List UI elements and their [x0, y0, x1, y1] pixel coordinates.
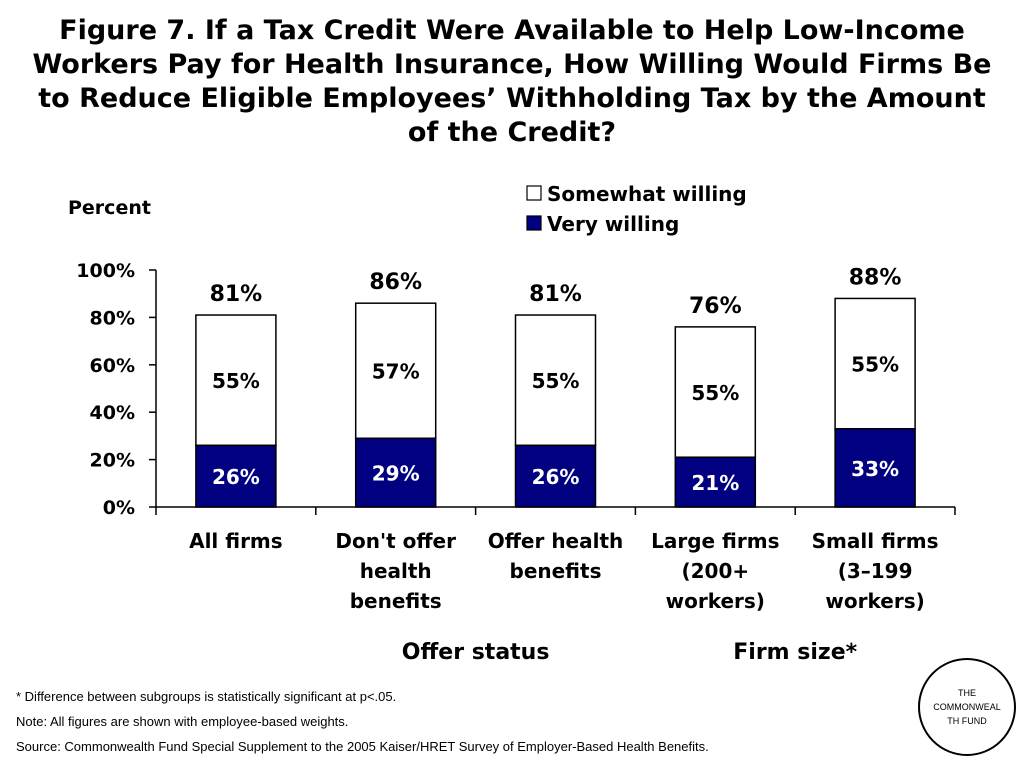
legend-swatch-somewhat-willing [526, 185, 542, 201]
data-label-very-willing: 33% [851, 457, 899, 481]
chart-title: Figure 7. If a Tax Credit Were Available… [10, 14, 1014, 150]
title-line: of the Credit? [407, 117, 617, 148]
y-tick-label: 0% [103, 497, 135, 519]
title-line: to Reduce Eligible Employees’ Withholdin… [38, 83, 986, 114]
y-tick-label: 20% [90, 450, 135, 472]
y-tick-label: 80% [90, 307, 135, 329]
logo-text: THE COMMONWEALTH FUND [933, 688, 1001, 726]
data-label-somewhat-willing: 55% [532, 369, 580, 393]
group-label-firm-size: Firm size* [733, 640, 857, 665]
x-tick-label: (200+ [681, 559, 749, 583]
x-tick-label: workers) [666, 589, 765, 613]
title-line: Figure 7. If a Tax Credit Were Available… [59, 15, 965, 46]
footnote-note: Note: All figures are shown with employe… [16, 714, 349, 729]
y-tick-label: 100% [76, 260, 135, 282]
legend-label-very-willing: Very willing [547, 212, 679, 236]
data-label-somewhat-willing: 55% [691, 381, 739, 405]
x-tick-label: All firms [189, 529, 283, 553]
data-label-very-willing: 26% [212, 465, 260, 489]
data-label-very-willing: 21% [691, 471, 739, 495]
x-tick-label: benefits [510, 559, 602, 583]
data-label-total: 76% [689, 294, 742, 319]
x-tick-label: health [360, 559, 432, 583]
x-tick-label: Offer health [488, 529, 624, 553]
group-label-offer-status: Offer status [402, 640, 550, 665]
bar-somewhat-willing [834, 297, 916, 430]
x-tick-label: Large firms [651, 529, 779, 553]
bar-somewhat-willing [514, 314, 597, 447]
title-line: Workers Pay for Health Insurance, How Wi… [32, 49, 992, 80]
legend-swatch-very-willing [526, 215, 542, 231]
data-label-very-willing: 29% [372, 462, 420, 486]
data-label-somewhat-willing: 55% [212, 369, 260, 393]
bar-very-willing [834, 428, 916, 508]
y-axis-label: Percent [68, 197, 151, 219]
data-label-somewhat-willing: 55% [851, 353, 899, 377]
footnote-source: Source: Commonwealth Fund Special Supple… [16, 739, 709, 754]
commonwealth-fund-logo: THE COMMONWEALTH FUND [918, 658, 1016, 756]
data-label-total: 81% [529, 282, 582, 307]
x-tick-label: Don't offer [335, 529, 456, 553]
x-tick-label: workers) [825, 589, 924, 613]
data-label-total: 88% [849, 265, 902, 290]
data-label-very-willing: 26% [532, 465, 580, 489]
x-tick-label: Small firms [812, 529, 939, 553]
footnote-significance: * Difference between subgroups is statis… [16, 689, 397, 704]
data-label-total: 81% [210, 282, 263, 307]
x-tick-label: (3–199 [838, 559, 913, 583]
bar-very-willing [674, 456, 757, 508]
data-label-somewhat-willing: 57% [372, 360, 420, 384]
data-label-total: 86% [369, 270, 422, 295]
bar-very-willing [354, 437, 437, 508]
bar-very-willing [514, 444, 597, 508]
y-tick-label: 40% [90, 402, 135, 424]
legend-label-somewhat-willing: Somewhat willing [547, 182, 747, 206]
x-tick-label: benefits [350, 589, 442, 613]
bar-very-willing [195, 444, 277, 508]
y-tick-label: 60% [90, 355, 135, 377]
